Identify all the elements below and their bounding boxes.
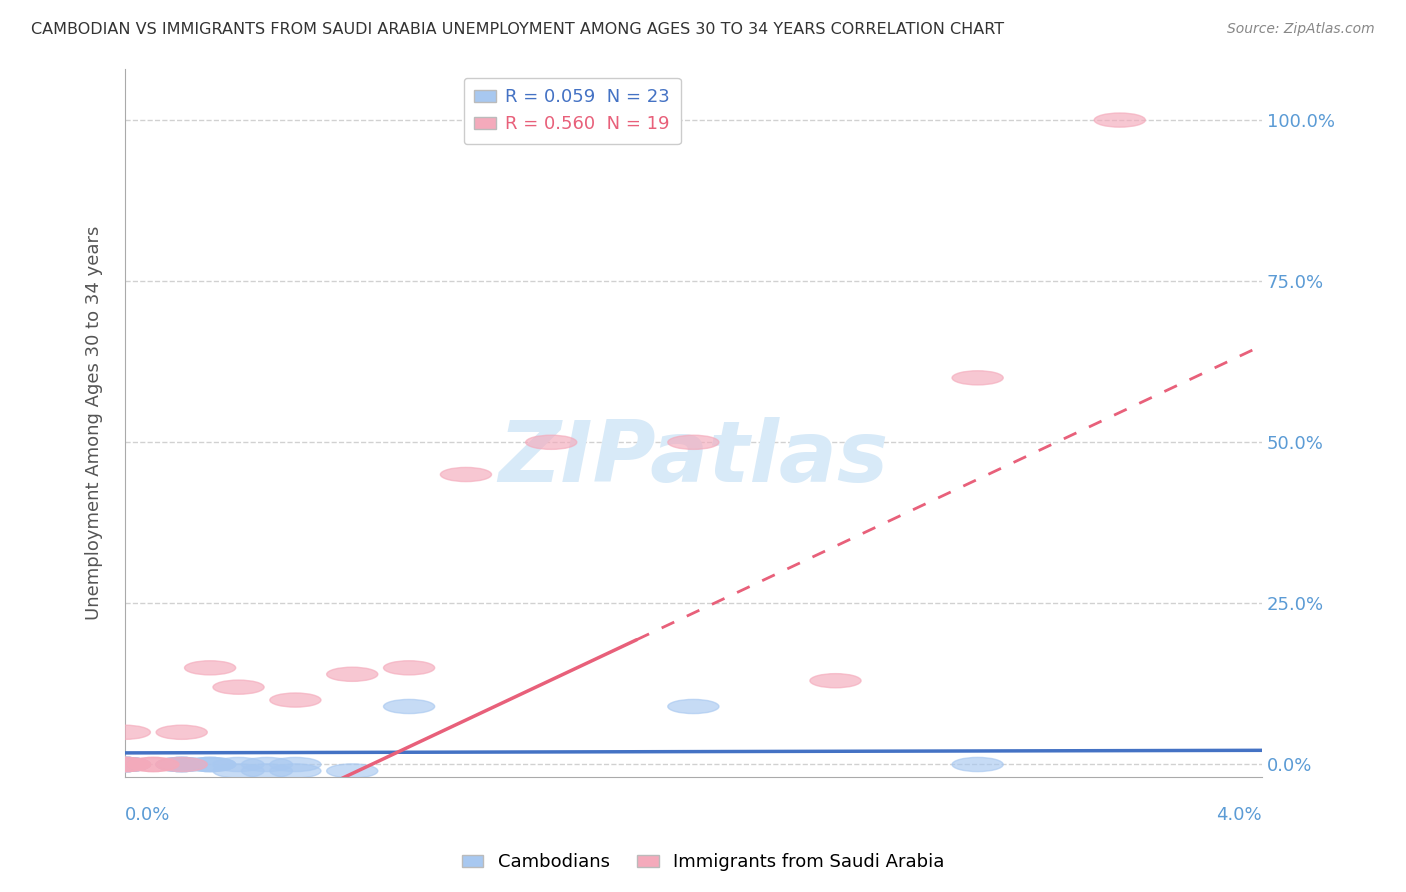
Ellipse shape [100, 757, 150, 772]
Ellipse shape [810, 673, 860, 688]
Ellipse shape [100, 757, 150, 772]
Ellipse shape [1094, 113, 1146, 128]
Ellipse shape [100, 757, 150, 772]
Text: Source: ZipAtlas.com: Source: ZipAtlas.com [1227, 22, 1375, 37]
Ellipse shape [100, 757, 150, 772]
Ellipse shape [952, 371, 1004, 385]
Legend: R = 0.059  N = 23, R = 0.560  N = 19: R = 0.059 N = 23, R = 0.560 N = 19 [464, 78, 681, 145]
Ellipse shape [242, 764, 292, 778]
Ellipse shape [184, 757, 236, 772]
Ellipse shape [100, 757, 150, 772]
Ellipse shape [326, 764, 378, 778]
Ellipse shape [270, 693, 321, 707]
Text: 4.0%: 4.0% [1216, 806, 1263, 824]
Ellipse shape [952, 757, 1004, 772]
Ellipse shape [100, 757, 150, 772]
Ellipse shape [242, 757, 292, 772]
Ellipse shape [184, 757, 236, 772]
Ellipse shape [184, 661, 236, 675]
Text: 0.0%: 0.0% [125, 806, 170, 824]
Ellipse shape [668, 435, 718, 450]
Ellipse shape [384, 661, 434, 675]
Ellipse shape [526, 435, 576, 450]
Ellipse shape [270, 757, 321, 772]
Legend: Cambodians, Immigrants from Saudi Arabia: Cambodians, Immigrants from Saudi Arabia [454, 847, 952, 879]
Ellipse shape [128, 757, 179, 772]
Text: CAMBODIAN VS IMMIGRANTS FROM SAUDI ARABIA UNEMPLOYMENT AMONG AGES 30 TO 34 YEARS: CAMBODIAN VS IMMIGRANTS FROM SAUDI ARABI… [31, 22, 1004, 37]
Y-axis label: Unemployment Among Ages 30 to 34 years: Unemployment Among Ages 30 to 34 years [86, 226, 103, 620]
Ellipse shape [212, 680, 264, 694]
Ellipse shape [212, 757, 264, 772]
Ellipse shape [384, 699, 434, 714]
Ellipse shape [212, 764, 264, 778]
Ellipse shape [100, 725, 150, 739]
Ellipse shape [326, 667, 378, 681]
Ellipse shape [100, 757, 150, 772]
Ellipse shape [156, 757, 207, 772]
Ellipse shape [100, 757, 150, 772]
Ellipse shape [156, 757, 207, 772]
Ellipse shape [156, 757, 207, 772]
Ellipse shape [156, 725, 207, 739]
Ellipse shape [128, 757, 179, 772]
Ellipse shape [156, 757, 207, 772]
Text: ZIPatlas: ZIPatlas [498, 417, 889, 500]
Ellipse shape [440, 467, 492, 482]
Ellipse shape [184, 757, 236, 772]
Ellipse shape [156, 757, 207, 772]
Ellipse shape [270, 764, 321, 778]
Ellipse shape [100, 757, 150, 772]
Ellipse shape [668, 699, 718, 714]
